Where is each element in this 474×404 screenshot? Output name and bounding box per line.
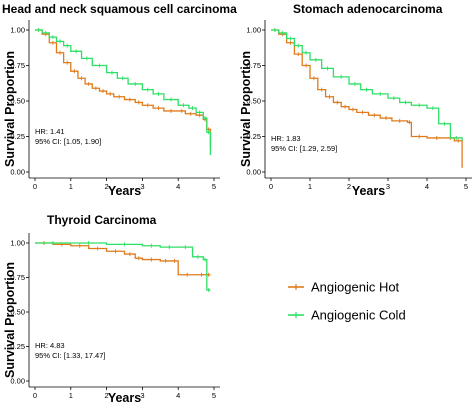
y-tick-label: 1.00 (246, 26, 261, 35)
x-axis-title: Years (108, 184, 141, 198)
x-axis-title: Years (108, 391, 141, 404)
y-tick-label: 0.25 (10, 342, 25, 351)
hazard-ratio-text: HR: 1.41 (35, 127, 65, 136)
hazard-ratio-text: HR: 1.83 (271, 134, 301, 143)
y-axis-title: Survival Proportion (3, 262, 17, 378)
x-tick-label: 0 (269, 182, 273, 191)
y-axis-title: Survival Proportion (3, 51, 17, 167)
y-tick-label: 0.50 (246, 97, 261, 106)
x-tick-label: 4 (425, 182, 429, 191)
y-axis-title: Survival Proportion (239, 51, 253, 167)
x-tick-label: 4 (176, 182, 180, 191)
x-tick-label: 4 (176, 391, 180, 400)
y-tick-label: 1.00 (10, 26, 25, 35)
x-tick-label: 3 (140, 182, 144, 191)
x-tick-label: 3 (386, 182, 390, 191)
legend-label: Angiogenic Hot (311, 280, 400, 295)
y-tick-label: 0.00 (10, 377, 25, 386)
x-axis-title: Years (352, 184, 385, 198)
x-tick-label: 2 (105, 182, 109, 191)
legend-item-hot: Angiogenic Hot (288, 280, 400, 295)
confidence-interval-text: 95% CI: [1.33, 17.47] (35, 351, 105, 360)
chart-panel-2: Stomach adenocarcinoma 0.00 0.25 0.50 0.75 1.… (239, 2, 472, 198)
x-tick-label: 0 (33, 391, 37, 400)
x-tick-label: 1 (69, 391, 73, 400)
legend-label: Angiogenic Cold (311, 308, 406, 323)
y-tick-label: 0.00 (10, 168, 25, 177)
x-tick-label: 5 (212, 391, 216, 400)
y-tick-label: 0.25 (246, 132, 261, 141)
y-tick-label: 0.75 (246, 61, 261, 70)
x-tick-label: 2 (105, 391, 109, 400)
survival-curve-hot (35, 242, 211, 276)
survival-curve-hot (35, 29, 212, 148)
y-tick-label: 0.00 (246, 168, 261, 177)
chart-panel-3: Thyroid Carcinoma 0.00 0.25 0.50 0.75 1.00 0 1 2… (3, 213, 220, 404)
chart-panel-1: Head and neck squamous cell carcinoma 0.0… (2, 2, 237, 198)
survival-curve-cold (35, 29, 212, 155)
x-tick-label: 0 (33, 182, 37, 191)
x-tick-label: 5 (464, 182, 468, 191)
y-tick-label: 1.00 (10, 239, 25, 248)
chart-title: Thyroid Carcinoma (47, 213, 157, 227)
x-tick-label: 3 (140, 391, 144, 400)
x-tick-label: 2 (347, 182, 351, 191)
confidence-interval-text: 95% CI: [1.29, 2.59] (271, 144, 337, 153)
confidence-interval-text: 95% CI: [1.05, 1.90] (35, 137, 101, 146)
legend-item-cold: Angiogenic Cold (288, 308, 406, 323)
legend: Angiogenic Hot Angiogenic Cold (288, 280, 406, 323)
x-tick-label: 5 (212, 182, 216, 191)
x-tick-label: 1 (308, 182, 312, 191)
y-tick-label: 0.75 (10, 61, 25, 70)
y-tick-label: 0.50 (10, 308, 25, 317)
hazard-ratio-text: HR: 4.83 (35, 341, 65, 350)
y-tick-label: 0.50 (10, 97, 25, 106)
y-tick-label: 0.25 (10, 132, 25, 141)
x-tick-label: 1 (69, 182, 73, 191)
chart-title: Head and neck squamous cell carcinoma (2, 2, 237, 16)
survival-curve-cold (35, 242, 211, 291)
chart-title: Stomach adenocarcinoma (293, 2, 443, 16)
y-tick-label: 0.75 (10, 273, 25, 282)
survival-curve-cold (271, 29, 463, 141)
